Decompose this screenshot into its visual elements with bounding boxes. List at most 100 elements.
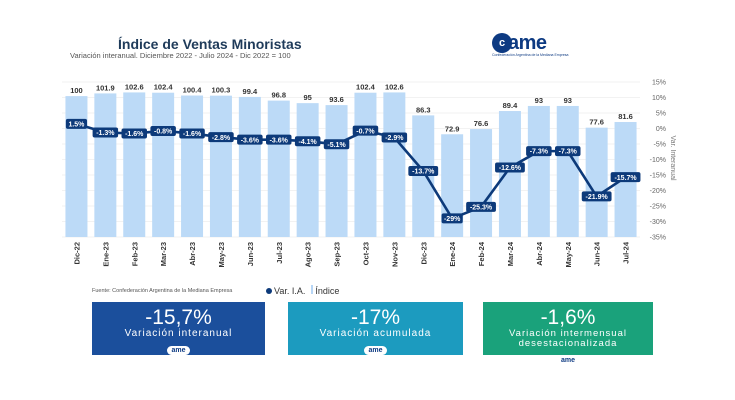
yoy-label-box (208, 132, 234, 143)
index-bar (181, 95, 204, 237)
card-accumulated-value: -17% (350, 306, 401, 329)
yoy-label-box (266, 134, 292, 145)
yoy-label: -13.7% (412, 169, 435, 176)
card-monthly: -1,6% Variación intermensual desestacion… (483, 302, 653, 365)
yoy-label: -12.6% (499, 165, 522, 172)
bar-value-label: 99.4 (243, 87, 258, 96)
index-bar (498, 111, 521, 237)
y2-tick-labels: 15% 10% 5% 0% -5% -10% -15% -20% -25% -30% -35% (650, 80, 666, 242)
index-bar (296, 103, 319, 238)
card-yoy: -15,7% Variación interanual ame (92, 302, 265, 355)
y2-tick-label: -30% (650, 219, 666, 226)
grid-lines (62, 81, 640, 238)
yoy-label: -0.7% (356, 128, 375, 135)
source-note: Fuente: Confederación Argentina de la Me… (92, 288, 233, 294)
bar-value-label: 102.4 (356, 83, 376, 92)
yoy-label-box (466, 201, 496, 212)
yoy-label: -7.3% (559, 149, 578, 156)
bar-value-label: 102.4 (154, 83, 174, 92)
logo-c-icon: c (492, 33, 512, 53)
yoy-label-box (408, 165, 439, 176)
legend-bar-label: Índice (315, 286, 340, 296)
x-tick-label: Mar-24 (506, 241, 515, 266)
index-bar (209, 95, 232, 237)
x-tick-label: Nov-23 (390, 242, 399, 267)
y2-tick-label: -15% (650, 173, 666, 180)
bar-value-label: 76.6 (474, 119, 489, 128)
yoy-label: -7.3% (530, 149, 549, 156)
logo-tagline: Confederación Argentina de la Mediana Em… (492, 53, 569, 57)
y2-tick-label: -35% (650, 235, 666, 242)
yoy-label: -15.7% (614, 175, 637, 182)
card-accumulated: -17% Variación acumulada ame (288, 302, 463, 355)
y2-tick-label: 5% (656, 111, 666, 118)
bar-value-label: 100.3 (212, 86, 231, 95)
yoy-label: -21.9% (586, 194, 609, 201)
yoy-label: -1.3% (96, 130, 115, 137)
legend-line-item: Var. I.A. (266, 286, 305, 296)
x-tick-label: May-23 (217, 242, 226, 267)
card-monthly-value: -1,6% (540, 306, 596, 329)
bar-value-label: 95 (303, 93, 311, 102)
yoy-label: -1.6% (125, 131, 144, 138)
yoy-label-box (352, 125, 379, 136)
yoy-label-box (237, 134, 263, 145)
index-bar (585, 127, 608, 237)
yoy-label-box (610, 172, 641, 183)
x-tick-label: Abr-23 (188, 242, 197, 266)
card-logo-icon: ame (556, 356, 579, 365)
bar-value-label: 81.6 (618, 112, 633, 121)
card-yoy-label: Variación interanual (124, 328, 233, 339)
index-bars (65, 92, 637, 238)
x-tick-label: Jun-24 (593, 241, 602, 266)
bar-value-label: 102.6 (125, 82, 144, 91)
card-logo-icon: ame (364, 346, 387, 355)
chart-title: Índice de Ventas Minoristas (118, 36, 302, 52)
y2-tick-label: -20% (650, 188, 666, 195)
yoy-label-box (581, 191, 612, 202)
x-tick-label: Ago-23 (304, 242, 313, 267)
x-tick-label: Sep-23 (333, 242, 342, 267)
x-tick-label: Oct-23 (361, 242, 370, 265)
yoy-label: -3.6% (241, 137, 260, 144)
bar-value-label: 100.4 (183, 86, 203, 95)
card-monthly-label: Variación intermensual desestacionalizad… (509, 328, 627, 349)
retail-sales-chart: 100 101.9 102.6 102.4 100.4 100.3 99.4 96.8 95 93… (62, 80, 676, 267)
x-tick-label: Jun-23 (246, 242, 255, 266)
index-bar (556, 105, 579, 237)
card-yoy-value: -15,7% (145, 306, 212, 329)
legend-bar-icon (311, 285, 314, 294)
bar-value-label: 101.9 (96, 83, 115, 92)
card-accumulated-label: Variación acumulada (319, 328, 432, 339)
index-bar (238, 96, 261, 237)
y2-axis-label: Var. Interanual (669, 135, 676, 180)
yoy-label: -29% (444, 216, 461, 223)
y2-tick-label: 10% (652, 95, 666, 102)
y2-tick-label: -5% (654, 142, 666, 149)
bar-value-label: 100 (70, 86, 83, 95)
index-bar (65, 96, 88, 237)
bar-value-label: 93.6 (329, 95, 344, 104)
bar-value-label: 77.6 (589, 118, 604, 127)
came-logo: c ame Confederación Argentina de la Medi… (492, 31, 568, 59)
bar-value-label: 86.3 (416, 105, 431, 114)
x-tick-label: Mar-23 (159, 242, 168, 266)
yoy-label-box (526, 146, 552, 157)
yoy-label: -1.6% (183, 131, 202, 138)
yoy-label-box (121, 128, 147, 139)
index-bar (152, 92, 175, 237)
index-bar (470, 129, 493, 237)
index-bar (412, 115, 435, 237)
bar-value-label: 72.9 (445, 124, 460, 133)
yoy-label-box (323, 139, 350, 150)
logo-word: ame (508, 32, 547, 54)
index-bar (383, 92, 406, 237)
legend-line-label: Var. I.A. (274, 285, 306, 296)
bar-value-label: 102.6 (385, 82, 404, 91)
yoy-label-box (495, 162, 525, 173)
yoy-label: -5.1% (327, 142, 346, 149)
yoy-label-box (179, 128, 205, 139)
bar-value-label: 89.4 (503, 101, 518, 110)
yoy-label: -3.6% (270, 137, 289, 144)
yoy-label-box (92, 127, 119, 138)
